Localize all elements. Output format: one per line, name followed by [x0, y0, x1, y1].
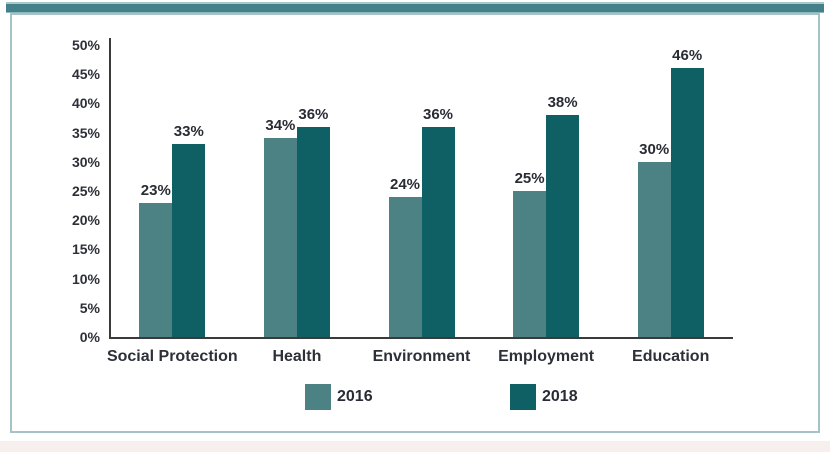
x-axis-category-label-social-protection: Social Protection — [106, 348, 238, 365]
y-axis-tick-label: 50% — [71, 37, 100, 53]
bar-2016-employment — [513, 191, 547, 337]
x-axis-line — [109, 337, 733, 339]
bar-value-label: 36% — [422, 105, 454, 123]
legend-label-2018: 2018 — [542, 388, 578, 405]
legend-item-2016: 2016 — [305, 384, 415, 410]
y-axis-tick-label: 10% — [71, 270, 100, 287]
bar-value-label: 34% — [265, 117, 296, 135]
x-axis-category-label-environment: Environment — [372, 348, 471, 365]
bar-value-label: 25% — [514, 170, 545, 187]
bar-2018-environment — [421, 126, 455, 337]
x-axis-category-label-employment: Employment — [498, 348, 595, 365]
legend-label-2016: 2016 — [337, 388, 373, 405]
legend-swatch-2018 — [510, 384, 536, 410]
y-axis-tick-label: 0% — [79, 329, 100, 345]
y-axis-tick-label: 25% — [71, 183, 100, 199]
bar-2018-education — [670, 68, 704, 337]
legend-swatch-2016 — [305, 384, 331, 410]
bar-2016-health — [263, 138, 297, 337]
bar-2016-environment — [388, 196, 422, 337]
y-axis-tick-label: 40% — [71, 95, 100, 112]
page-bottom-strip — [0, 441, 830, 452]
y-axis-tick-label: 35% — [71, 124, 100, 141]
y-axis-tick-label: 15% — [71, 241, 100, 258]
bar-value-label: 33% — [173, 123, 204, 141]
bar-2018-social-protection — [172, 144, 206, 337]
bar-2016-social-protection — [139, 202, 173, 337]
bar-2016-education — [637, 161, 671, 337]
bar-2018-employment — [546, 115, 580, 337]
bar-value-label: 30% — [639, 140, 670, 158]
y-axis-tick-label: 20% — [71, 212, 100, 229]
y-axis-tick-label: 5% — [79, 299, 100, 316]
y-axis-tick-label: 30% — [71, 153, 100, 170]
y-axis-tick-label: 45% — [71, 66, 100, 83]
bar-value-label: 46% — [672, 47, 703, 65]
bar-value-label: 36% — [298, 105, 329, 123]
bar-value-label: 23% — [140, 181, 171, 199]
x-axis-category-label-education: Education — [632, 348, 710, 365]
top-accent-bar — [6, 2, 824, 13]
y-axis-line — [109, 38, 111, 339]
x-axis-category-label-health: Health — [272, 348, 322, 365]
bar-value-label: 38% — [547, 94, 578, 112]
bar-value-label: 24% — [389, 175, 421, 193]
bar-2018-health — [296, 126, 330, 337]
legend-item-2018: 2018 — [510, 384, 620, 410]
